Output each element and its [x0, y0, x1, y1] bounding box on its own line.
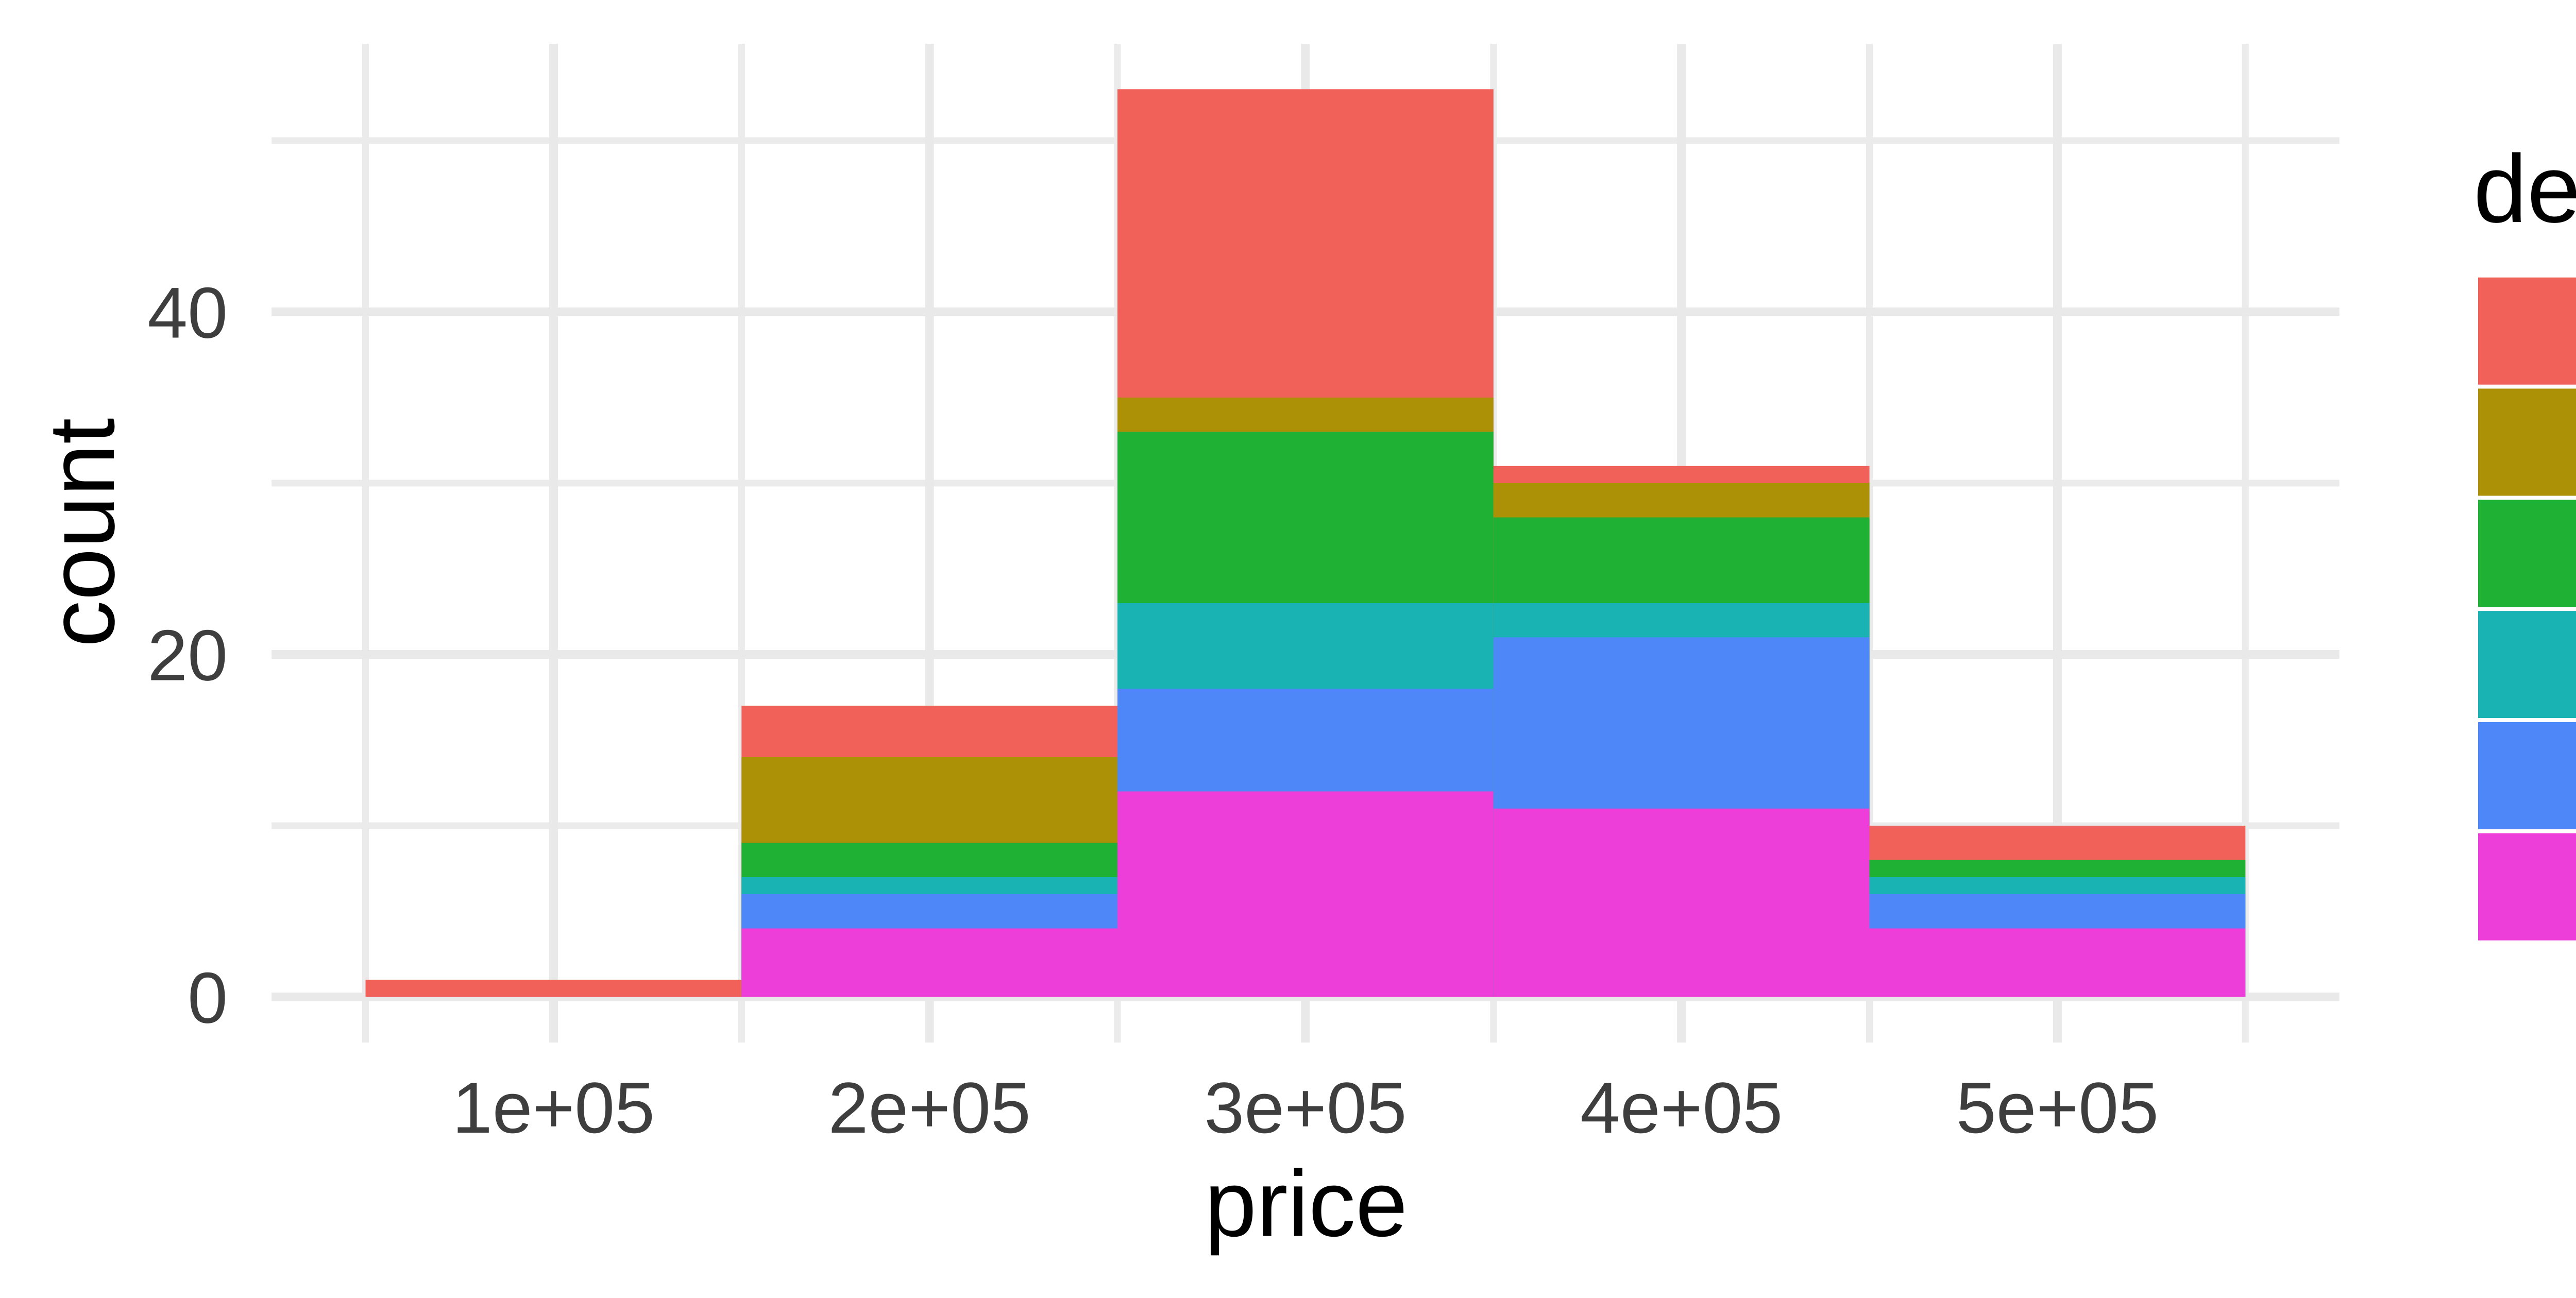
svg-text:3e+05: 3e+05: [1204, 1067, 1406, 1148]
svg-text:1e+05: 1e+05: [452, 1067, 655, 1148]
svg-text:4e+05: 4e+05: [1580, 1067, 1783, 1148]
svg-text:decade_built_cat: decade_built_cat: [2473, 135, 2576, 243]
svg-text:count: count: [29, 418, 134, 647]
svg-text:5e+05: 5e+05: [1956, 1067, 2159, 1148]
svg-text:price: price: [1205, 1151, 1408, 1256]
svg-text:0: 0: [188, 958, 228, 1038]
svg-text:20: 20: [147, 615, 228, 696]
svg-text:40: 40: [147, 272, 228, 353]
svg-text:2e+05: 2e+05: [828, 1067, 1031, 1148]
